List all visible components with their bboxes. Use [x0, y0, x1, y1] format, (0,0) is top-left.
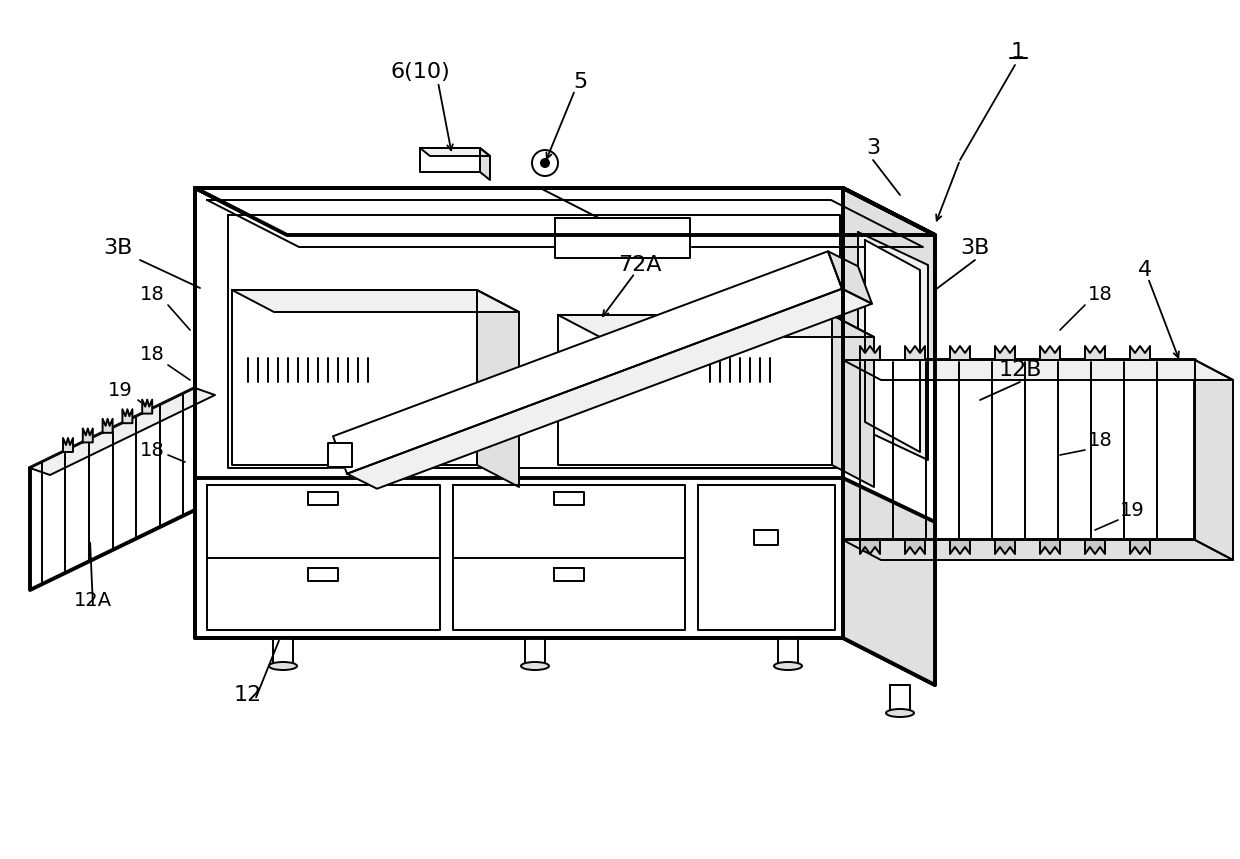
Ellipse shape [269, 662, 298, 670]
Polygon shape [329, 443, 352, 467]
Polygon shape [273, 638, 293, 666]
Polygon shape [994, 346, 1016, 360]
Text: 1: 1 [1011, 42, 1025, 62]
Polygon shape [30, 388, 215, 475]
Polygon shape [950, 540, 970, 554]
Text: 19: 19 [1120, 501, 1145, 520]
Circle shape [539, 158, 551, 168]
Polygon shape [143, 399, 153, 413]
Text: 19: 19 [108, 381, 133, 399]
Polygon shape [861, 346, 880, 360]
Polygon shape [30, 388, 195, 590]
Polygon shape [103, 419, 113, 433]
Polygon shape [480, 148, 490, 180]
Ellipse shape [521, 662, 549, 670]
Polygon shape [347, 289, 872, 489]
Polygon shape [866, 240, 920, 452]
Polygon shape [890, 685, 910, 713]
Polygon shape [195, 188, 843, 638]
Text: 18: 18 [140, 345, 165, 364]
Polygon shape [843, 540, 1233, 560]
Polygon shape [950, 346, 970, 360]
Text: 12A: 12A [74, 590, 112, 610]
Text: 72A: 72A [619, 255, 662, 275]
Polygon shape [558, 315, 832, 465]
Text: 12B: 12B [998, 360, 1042, 380]
Text: 3B: 3B [960, 238, 990, 258]
Polygon shape [334, 252, 842, 473]
Polygon shape [1040, 346, 1060, 360]
Polygon shape [525, 638, 546, 666]
Polygon shape [858, 232, 928, 460]
Polygon shape [843, 478, 935, 685]
Polygon shape [754, 530, 777, 545]
Polygon shape [1130, 540, 1149, 554]
Polygon shape [195, 188, 935, 235]
Polygon shape [232, 290, 477, 465]
Text: 3: 3 [866, 138, 880, 158]
Polygon shape [861, 540, 880, 554]
Polygon shape [228, 215, 839, 468]
Polygon shape [123, 409, 133, 423]
Polygon shape [232, 290, 520, 312]
Polygon shape [832, 315, 874, 487]
Polygon shape [554, 492, 584, 505]
Text: 3B: 3B [103, 238, 133, 258]
Polygon shape [453, 485, 684, 630]
Polygon shape [1085, 346, 1105, 360]
Polygon shape [698, 485, 835, 630]
Text: 4: 4 [1138, 260, 1152, 280]
Polygon shape [905, 540, 925, 554]
Polygon shape [994, 540, 1016, 554]
Polygon shape [308, 568, 339, 581]
Polygon shape [558, 315, 874, 337]
Text: 18: 18 [1087, 285, 1112, 304]
Polygon shape [777, 638, 799, 666]
Polygon shape [843, 360, 1233, 380]
Polygon shape [83, 429, 93, 442]
Ellipse shape [887, 709, 914, 717]
Polygon shape [828, 252, 872, 304]
Text: 18: 18 [140, 285, 165, 304]
Text: 5: 5 [573, 72, 587, 92]
Polygon shape [905, 346, 925, 360]
Polygon shape [1040, 540, 1060, 554]
Polygon shape [843, 188, 935, 685]
Text: 18: 18 [1087, 430, 1112, 449]
Polygon shape [477, 290, 520, 487]
Polygon shape [420, 148, 480, 172]
Polygon shape [556, 218, 689, 258]
Polygon shape [308, 492, 339, 505]
Polygon shape [1130, 346, 1149, 360]
Polygon shape [843, 360, 1195, 540]
Text: 12: 12 [234, 685, 262, 705]
Polygon shape [207, 485, 440, 630]
Polygon shape [420, 148, 490, 156]
Text: 18: 18 [140, 441, 165, 460]
Text: 6(10): 6(10) [391, 62, 450, 82]
Polygon shape [1085, 540, 1105, 554]
Ellipse shape [774, 662, 802, 670]
Polygon shape [1195, 360, 1233, 560]
Polygon shape [63, 438, 73, 452]
Polygon shape [554, 568, 584, 581]
